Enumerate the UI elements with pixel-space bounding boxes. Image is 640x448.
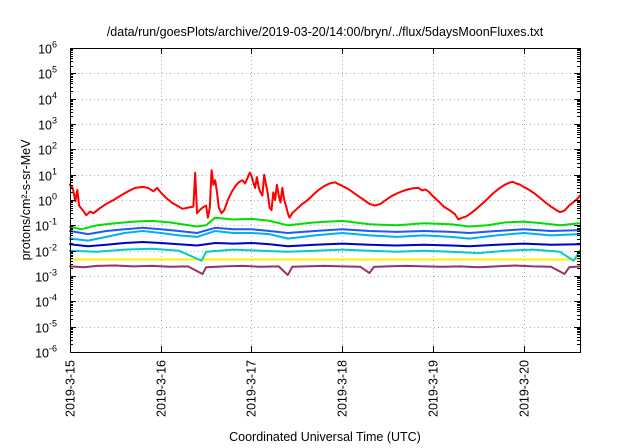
y-tick-exponent: -5: [49, 319, 57, 329]
y-tick-base: 10: [35, 220, 49, 234]
grid-lines: [70, 48, 580, 352]
x-axis-label: Coordinated Universal Time (UTC): [229, 430, 421, 444]
y-tick-exponent: -3: [49, 268, 57, 278]
y-tick-base: 10: [38, 94, 52, 108]
y-tick-exponent: -2: [49, 243, 57, 253]
y-tick-exponent: 3: [52, 116, 57, 126]
y-tick-base: 10: [38, 195, 52, 209]
y-tick-label: 104: [38, 91, 57, 108]
y-tick-label: 102: [38, 141, 57, 158]
y-tick-base: 10: [35, 271, 49, 285]
y-tick-label: 105: [38, 65, 57, 82]
y-tick-base: 10: [38, 68, 52, 82]
y-tick-label: 106: [38, 40, 57, 57]
series-line-2: [69, 230, 581, 242]
y-tick-base: 10: [35, 347, 49, 361]
x-tick-label: 2019-3-17: [245, 360, 259, 417]
y-tick-exponent: -6: [49, 344, 57, 354]
y-tick-base: 10: [38, 119, 52, 133]
y-tick-exponent: 5: [52, 65, 57, 75]
y-tick-base: 10: [35, 322, 49, 336]
y-tick-exponent: 1: [52, 167, 57, 177]
x-tick-label: 2019-3-20: [518, 360, 532, 417]
y-tick-base: 10: [38, 170, 52, 184]
y-tick-label: 100: [38, 192, 57, 209]
series-group: [69, 169, 581, 276]
y-tick-exponent: -4: [49, 293, 57, 303]
y-tick-base: 10: [38, 43, 52, 57]
y-tick-label: 10-4: [35, 293, 57, 310]
y-tick-label: 10-5: [35, 319, 57, 336]
y-axis-label: protons/cm²-s-sr-MeV: [19, 139, 33, 261]
series-line-4: [69, 241, 581, 248]
y-tick-base: 10: [35, 246, 49, 260]
y-tick-base: 10: [38, 144, 52, 158]
x-tick-label: 2019-3-19: [427, 360, 441, 417]
y-tick-label: 103: [38, 116, 57, 133]
y-tick-exponent: 0: [52, 192, 57, 202]
chart-title: /data/run/goesPlots/archive/2019-03-20/1…: [107, 25, 544, 39]
y-tick-exponent: 4: [52, 91, 57, 101]
x-tick-label: 2019-3-18: [336, 360, 350, 417]
y-tick-base: 10: [35, 296, 49, 310]
x-tick-labels: 2019-3-15 2019-3-16 2019-3-17 2019-3-18 2019…: [64, 360, 532, 417]
y-tick-label: 10-1: [35, 217, 57, 234]
series-line-3: [69, 226, 581, 236]
y-tick-label: 10-2: [35, 243, 57, 260]
series-line-5: [69, 247, 581, 262]
y-tick-label: 10-3: [35, 268, 57, 285]
series-line-0: [69, 169, 581, 221]
y-tick-exponent: 6: [52, 40, 57, 50]
x-tick-label: 2019-3-16: [155, 360, 169, 417]
series-line-7: [69, 264, 581, 276]
y-tick-exponent: 2: [52, 141, 57, 151]
x-tick-label: 2019-3-15: [64, 360, 78, 417]
y-tick-exponent: -1: [49, 217, 57, 227]
y-tick-labels: 10610510410310210110010-110-210-310-410-…: [35, 40, 57, 361]
series-line-1: [69, 216, 581, 231]
y-tick-label: 10-6: [35, 344, 57, 361]
y-tick-label: 101: [38, 167, 57, 184]
axis-ticks: [70, 48, 580, 353]
